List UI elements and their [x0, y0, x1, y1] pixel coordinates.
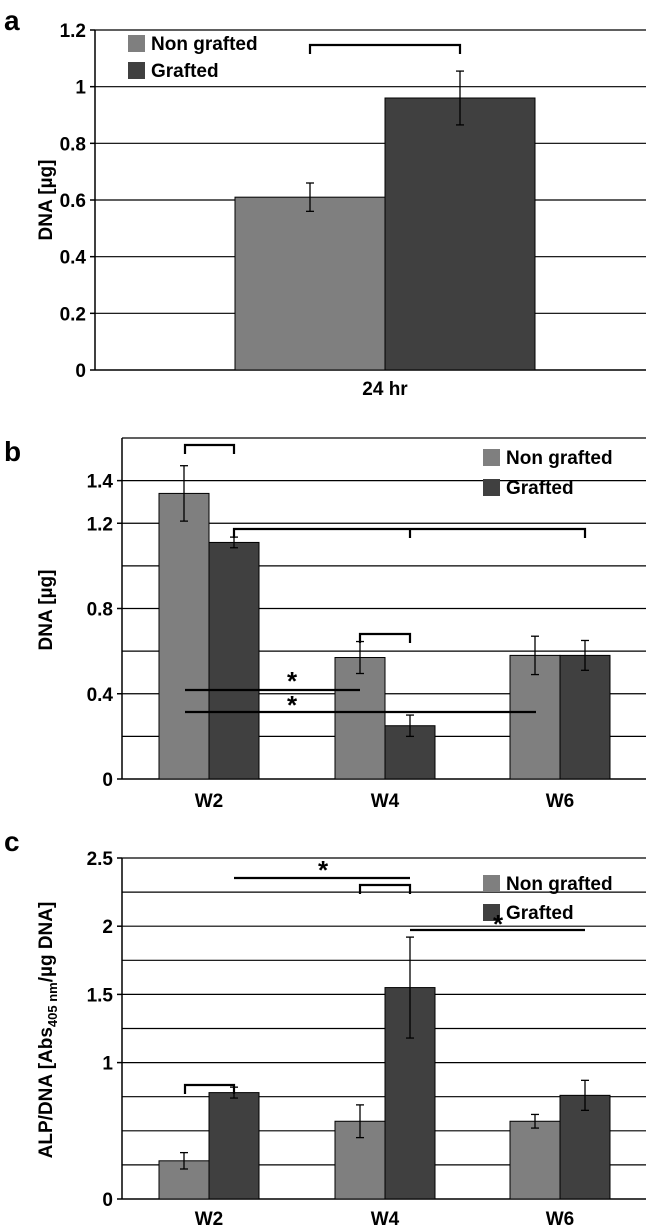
bar-non-grafted: [509, 1120, 561, 1200]
y-tick-label: 0.8: [60, 134, 86, 155]
y-tick-label: 1.5: [87, 985, 114, 1006]
significance-bracket: [308, 43, 462, 54]
bar-non-grafted: [334, 657, 386, 780]
significance-asterisk: *: [493, 909, 504, 939]
bar-grafted: [384, 97, 536, 371]
y-tick-label: 0.2: [60, 304, 86, 325]
legend-label: Grafted: [151, 61, 219, 82]
legend-label: Non grafted: [506, 448, 613, 469]
y-tick-label: 0.6: [60, 191, 86, 212]
legend-swatch-grafted: [128, 62, 145, 79]
y-tick-label: 0: [102, 770, 113, 791]
x-tick-label: W2: [195, 1209, 224, 1227]
significance-bracket: [183, 1083, 236, 1094]
legend-swatch-grafted: [483, 479, 500, 496]
chart-panel-b: 0 0.4 0.8 1.2 1.4 W2 W4 W6 Non grafted Grafted **: [87, 437, 646, 812]
legend-label: Non grafted: [151, 34, 258, 55]
significance-asterisk: *: [287, 666, 298, 696]
bar-grafted: [559, 1094, 611, 1200]
legend-swatch-non-grafted: [128, 35, 145, 52]
panel-b-ylabel: DNA [µg]: [36, 570, 57, 651]
y-tick-label: 0: [102, 1190, 113, 1211]
x-tick-label: 24 hr: [362, 379, 408, 400]
y-tick-label: 2.5: [87, 849, 114, 870]
y-tick-label: 2: [102, 917, 113, 938]
x-tick-label: W2: [195, 791, 224, 812]
x-tick-label: W4: [371, 791, 400, 812]
y-tick-label: 1.4: [87, 472, 114, 493]
significance-bracket: [358, 883, 412, 894]
bar-grafted: [208, 1092, 260, 1200]
legend-label: Grafted: [506, 903, 574, 924]
x-tick-label: W6: [546, 791, 575, 812]
y-tick-label: 1: [102, 1054, 113, 1075]
significance-asterisk: *: [318, 855, 329, 885]
panel-letter-b: b: [4, 436, 21, 467]
bar-non-grafted: [234, 196, 386, 371]
x-tick-label: W6: [546, 1209, 575, 1227]
y-tick-label: 1.2: [60, 21, 86, 42]
significance-bracket: [358, 632, 412, 643]
legend-label: Grafted: [506, 478, 574, 499]
y-tick-label: 1: [75, 78, 86, 99]
y-tick-label: 0.8: [87, 600, 113, 621]
bar-grafted: [208, 541, 260, 780]
y-tick-label: 0.4: [87, 685, 114, 706]
significance-bracket: [183, 443, 236, 454]
legend-label: Non grafted: [506, 874, 613, 895]
legend-swatch-non-grafted: [483, 875, 500, 892]
panel-letter-a: a: [4, 5, 20, 36]
legend-swatch-grafted: [483, 904, 500, 921]
panel-letter-c: c: [4, 826, 20, 857]
y-tick-label: 0: [75, 361, 86, 382]
x-tick-label: W4: [371, 1209, 400, 1227]
bar-non-grafted: [158, 492, 210, 780]
panel-a-ylabel: DNA [µg]: [36, 160, 57, 241]
y-tick-label: 1.2: [87, 514, 113, 535]
chart-panel-a: 0 0.2 0.4 0.6 0.8 1 1.2 24 hr Non grafted Grafted: [60, 21, 646, 400]
bar-grafted: [559, 654, 611, 780]
significance-asterisk: *: [287, 690, 298, 720]
y-tick-label: 0.4: [60, 248, 87, 269]
panel-c-ylabel: ALP/DNA [Abs405 nm/µg DNA]: [36, 902, 60, 1159]
legend-swatch-non-grafted: [483, 449, 500, 466]
